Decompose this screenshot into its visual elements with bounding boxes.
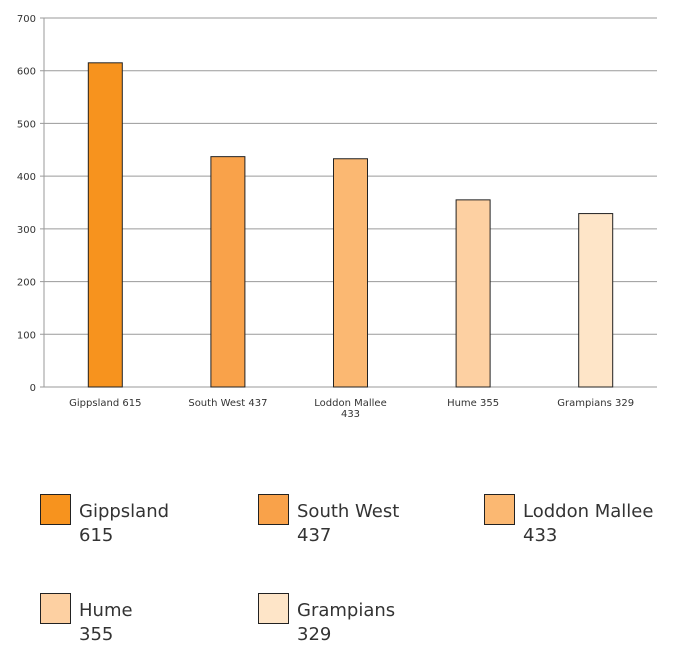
y-tick-label: 600	[17, 67, 36, 78]
x-category-label: South West 437	[188, 398, 267, 409]
bar-3	[455, 199, 491, 388]
x-category-label: Loddon Mallee 433	[314, 398, 386, 420]
y-tick-label: 400	[17, 172, 36, 183]
x-category-label: Grampians 329	[557, 398, 634, 409]
y-axis-tick-labels: 0 100 200 300 400 500 600 700	[17, 14, 36, 394]
y-tick-label: 300	[17, 225, 36, 236]
bar-2	[333, 158, 368, 388]
y-tick-label: 0	[30, 383, 36, 394]
x-category-label: Gippsland 615	[69, 398, 141, 409]
y-tick-label: 100	[17, 330, 36, 341]
x-axis-category-labels: Gippsland 615 South West 437 Loddon Mallee…	[69, 398, 634, 420]
bars	[87, 62, 614, 388]
bar-4	[578, 213, 614, 388]
y-tick-label: 500	[17, 119, 36, 130]
bar-0	[87, 62, 123, 388]
y-tick-label: 200	[17, 278, 36, 289]
x-category-label: Hume 355	[447, 398, 499, 409]
bar-1	[210, 156, 246, 388]
y-tick-label: 700	[17, 14, 36, 25]
